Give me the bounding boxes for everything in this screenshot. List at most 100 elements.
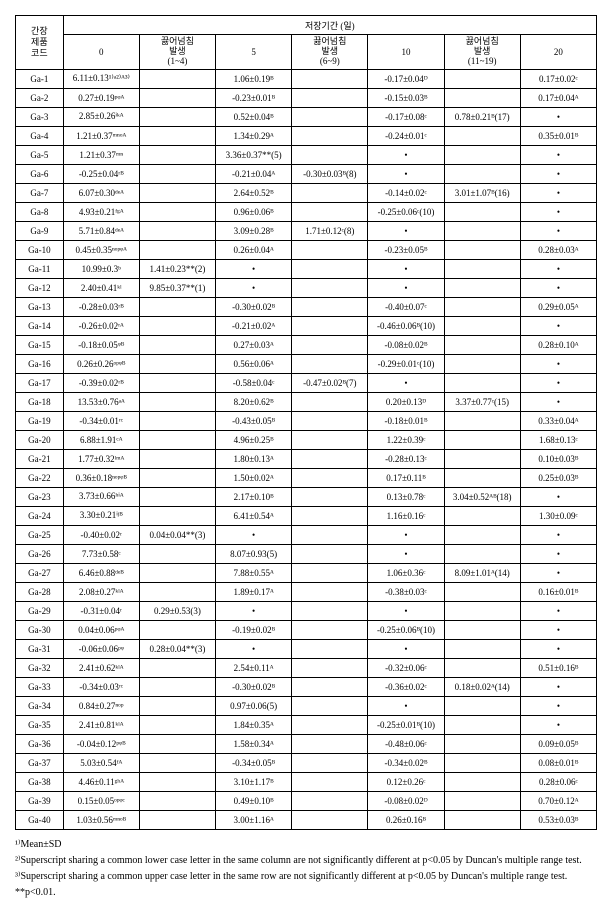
cell-c5: 0.97±0.06(5) [216,696,292,715]
cell-c20: 1.30±0.09ᶜ [520,506,596,525]
cell-c10: -0.38±0.03ᶜ [368,582,444,601]
cell-c20: 0.16±0.01ᴮ [520,582,596,601]
cell-b2 [292,639,368,658]
cell-code: Ga-2 [16,88,64,107]
cell-c5: 2.17±0.10ᴮ [216,487,292,506]
cell-c0: 0.84±0.27ⁿᵒᵖ [63,696,139,715]
cell-b2 [292,335,368,354]
cell-c0: 1.03±0.56ᵐⁿᵒᴮ [63,810,139,829]
cell-code: Ga-37 [16,753,64,772]
cell-c0: -0.18±0.05ᵠᴮ [63,335,139,354]
cell-b3 [444,88,520,107]
cell-code: Ga-10 [16,240,64,259]
cell-b3: 0.18±0.02ᴬ(14) [444,677,520,696]
cell-c20: 0.53±0.03ᴮ [520,810,596,829]
cell-b1 [139,183,215,202]
cell-c0: 0.04±0.06ᵖᵠᴬ [63,620,139,639]
cell-b3 [444,69,520,88]
cell-code: Ga-26 [16,544,64,563]
cell-c20: 0.33±0.04ᴬ [520,411,596,430]
table-row: Ga-84.93±0.21ᶠᵍᴬ0.96±0.06ᴮ-0.25±0.06ᶜ(10… [16,202,597,221]
cell-c20: 0.28±0.06ᶜ [520,772,596,791]
cell-c5: 1.84±0.35ᴬ [216,715,292,734]
cell-c5: 0.56±0.06ᴬ [216,354,292,373]
table-row: Ga-375.03±0.54ᶠᴬ-0.34±0.05ᴮ-0.34±0.02ᴮ0.… [16,753,597,772]
cell-c5: 2.64±0.52ᴮ [216,183,292,202]
cell-c10: -0.32±0.06ᶜ [368,658,444,677]
cell-b3 [444,772,520,791]
cell-c5: -0.21±0.02ᴬ [216,316,292,335]
cell-code: Ga-18 [16,392,64,411]
cell-c0: 0.36±0.18ⁿᵒᵖᵠᴮ [63,468,139,487]
cell-b1 [139,772,215,791]
cell-c20: • [520,202,596,221]
cell-c5: 0.52±0.04ᴮ [216,107,292,126]
table-row: Ga-206.88±1.91ᶜᴬ4.96±0.25ᴮ1.22±0.39ᶜ1.68… [16,430,597,449]
cell-b1 [139,221,215,240]
cell-code: Ga-38 [16,772,64,791]
table-row: Ga-1813.53±0.76ᵃᴬ8.20±0.62ᴮ0.20±0.13ᴰ3.3… [16,392,597,411]
cell-b3 [444,449,520,468]
cell-c0: 3.73±0.66ʰⁱᴬ [63,487,139,506]
cell-c5: 2.54±0.11ᴬ [216,658,292,677]
cell-code: Ga-24 [16,506,64,525]
cell-c0: 4.46±0.11ᵍʰᴬ [63,772,139,791]
cell-b2 [292,772,368,791]
cell-b1 [139,582,215,601]
cell-code: Ga-28 [16,582,64,601]
cell-b2 [292,354,368,373]
cell-c10: • [368,259,444,278]
cell-b3: 3.37±0.77ᶜ(15) [444,392,520,411]
cell-c5: 0.26±0.04ᴬ [216,240,292,259]
cell-b2 [292,88,368,107]
cell-b1 [139,468,215,487]
cell-c10: -0.25±0.01ᴮ(10) [368,715,444,734]
cell-c10: 1.22±0.39ᶜ [368,430,444,449]
cell-c5: 8.20±0.62ᴮ [216,392,292,411]
cell-code: Ga-20 [16,430,64,449]
cell-c10: -0.28±0.13ᶜ [368,449,444,468]
cell-c10: • [368,696,444,715]
table-row: Ga-13-0.28±0.03ʳᴮ-0.30±0.02ᴮ-0.40±0.07ᶜ0… [16,297,597,316]
cell-c10: -0.25±0.06ᴮ(10) [368,620,444,639]
cell-b3 [444,791,520,810]
cell-b3 [444,164,520,183]
cell-b3 [444,297,520,316]
cell-c10: -0.48±0.06ᶜ [368,734,444,753]
cell-b3 [444,145,520,164]
cell-code: Ga-6 [16,164,64,183]
cell-b3 [444,715,520,734]
cell-b1 [139,658,215,677]
cell-b1 [139,734,215,753]
cell-b3 [444,335,520,354]
cell-b1 [139,316,215,335]
cell-b2 [292,677,368,696]
cell-c0: -0.25±0.04ʳᴮ [63,164,139,183]
cell-c0: 2.41±0.81ᵏˡᴬ [63,715,139,734]
cell-c0: -0.34±0.01ʳᶜ [63,411,139,430]
table-row: Ga-1110.99±0.3ᵇ1.41±0.23**(2)••• [16,259,597,278]
cell-b1 [139,297,215,316]
cell-c0: -0.31±0.04ʳ [63,601,139,620]
cell-b2 [292,183,368,202]
cell-code: Ga-19 [16,411,64,430]
table-row: Ga-220.36±0.18ⁿᵒᵖᵠᴮ1.50±0.02ᴬ0.17±0.11ᴮ0… [16,468,597,487]
cell-c5: -0.23±0.01ᴮ [216,88,292,107]
cell-c10: -0.29±0.01ᶜ(10) [368,354,444,373]
cell-b1: 9.85±0.37**(1) [139,278,215,297]
cell-c5: • [216,601,292,620]
cell-b1 [139,620,215,639]
cell-c10: -0.25±0.06ᶜ(10) [368,202,444,221]
cell-c20: • [520,278,596,297]
cell-b2 [292,202,368,221]
table-row: Ga-16.11±0.13¹⁾ᵃ²⁾ᴬ³⁾1.06±0.19ᴮ-0.17±0.0… [16,69,597,88]
cell-c20: 1.68±0.13ᶜ [520,430,596,449]
cell-code: Ga-33 [16,677,64,696]
header-boil-11-19: 끓어넘침발생(11~19) [444,35,520,70]
cell-c20: • [520,392,596,411]
cell-b2 [292,449,368,468]
cell-c20: • [520,601,596,620]
table-row: Ga-276.46±0.88ᵈᵉᴮ7.88±0.55ᴬ1.06±0.36ᶜ8.0… [16,563,597,582]
cell-c20: • [520,354,596,373]
cell-c5: 1.89±0.17ᴬ [216,582,292,601]
